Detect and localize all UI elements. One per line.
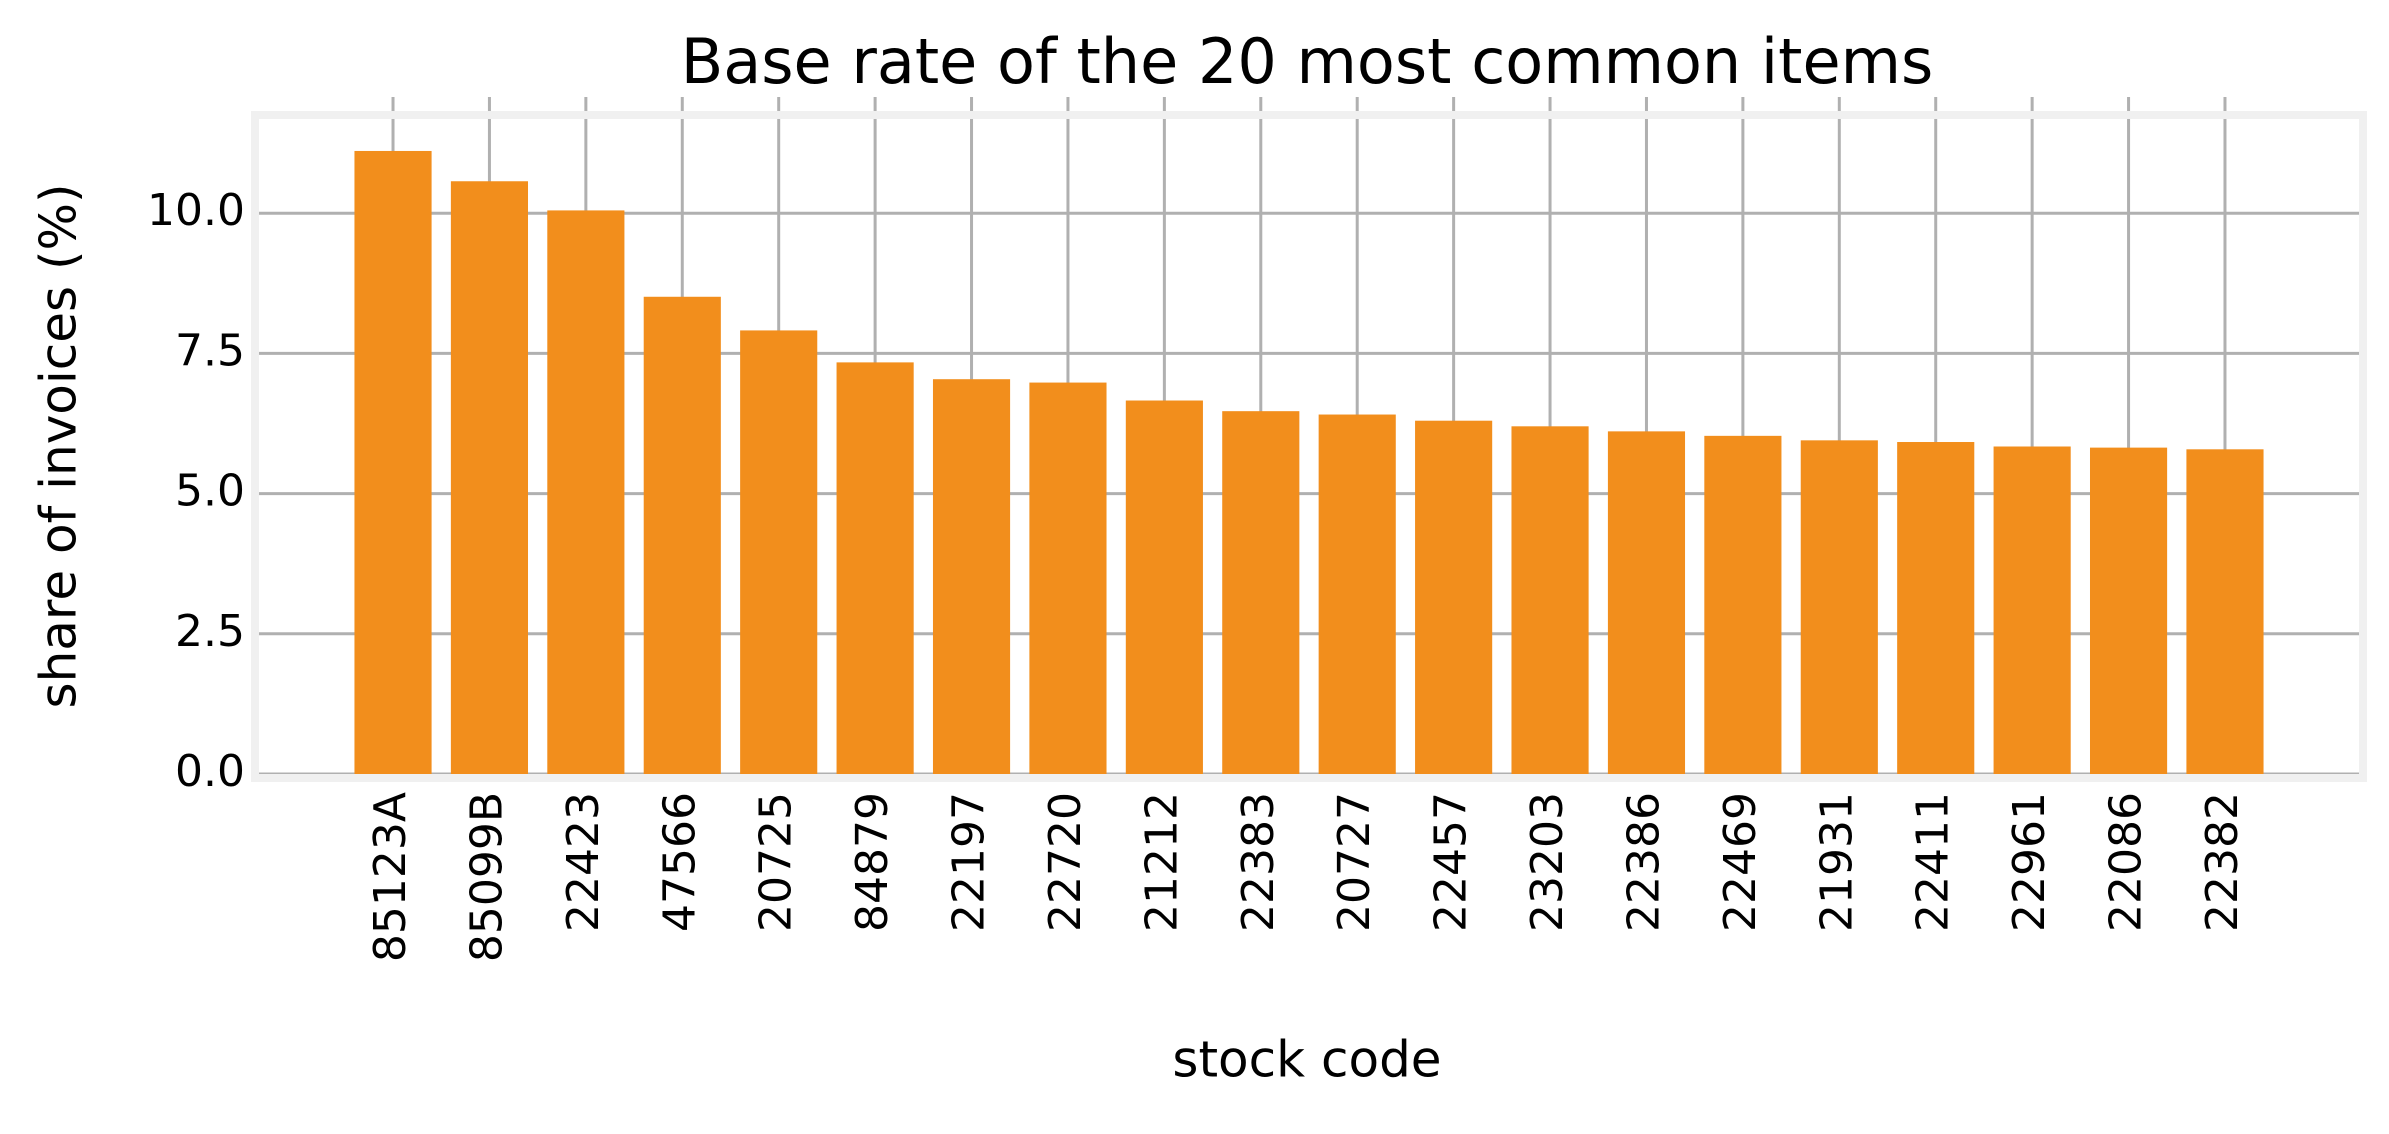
x-tick-label: 22386: [1618, 792, 1669, 932]
y-axis-label: share of invoices (%): [30, 184, 88, 709]
x-tick-label: 23203: [1522, 792, 1573, 932]
x-tick-label: 21212: [1136, 792, 1187, 932]
bar: [1704, 435, 1782, 774]
x-tick-label: 22382: [2197, 792, 2248, 932]
bar: [1125, 400, 1203, 774]
bar: [1511, 426, 1589, 774]
x-tick-label: 22961: [2004, 792, 2055, 932]
bar: [1318, 414, 1396, 774]
bar: [932, 379, 1011, 774]
x-tick-label: 84879: [847, 792, 898, 932]
x-tick-label: 22086: [2101, 792, 2152, 932]
bar: [2089, 447, 2168, 774]
bar: [1029, 382, 1107, 774]
bar: [1993, 446, 2071, 774]
y-tick-label: 5.0: [175, 466, 245, 517]
x-tick-label: 22423: [558, 792, 609, 932]
x-tick-label: 47566: [654, 792, 705, 932]
y-tick-label: 2.5: [175, 606, 245, 657]
bar: [836, 362, 914, 774]
x-axis-label: stock code: [1172, 1031, 1441, 1089]
bar: [547, 210, 625, 774]
y-tick-label: 0.0: [175, 746, 245, 797]
x-tick-label: 22720: [1040, 792, 1091, 932]
bar: [740, 330, 818, 774]
x-tick-label: 85099B: [461, 792, 512, 962]
x-tick-label: 21931: [1811, 792, 1862, 932]
bar: [1800, 440, 1878, 774]
x-tick-label: 22469: [1715, 792, 1766, 932]
chart-title: Base rate of the 20 most common items: [681, 25, 1934, 98]
bar: [643, 296, 721, 774]
bar: [1415, 420, 1493, 774]
x-tick-label: 22197: [944, 792, 995, 932]
bar: [354, 150, 432, 774]
bar: [1897, 442, 1975, 774]
y-tick-label: 7.5: [175, 325, 245, 376]
bar: [450, 181, 529, 774]
x-tick-label: 20727: [1329, 792, 1380, 932]
bar: [2186, 449, 2264, 774]
x-tick-label: 20725: [751, 792, 802, 932]
x-tick-label: 85123A: [365, 792, 416, 962]
bar: [1607, 431, 1686, 774]
x-tick-label: 22383: [1233, 792, 1284, 932]
x-tick-label: 22457: [1426, 792, 1477, 932]
plot-frame: [251, 111, 2367, 782]
y-tick-label: 10.0: [147, 185, 245, 236]
bar: [1222, 411, 1300, 774]
x-tick-label: 22411: [1908, 792, 1959, 932]
